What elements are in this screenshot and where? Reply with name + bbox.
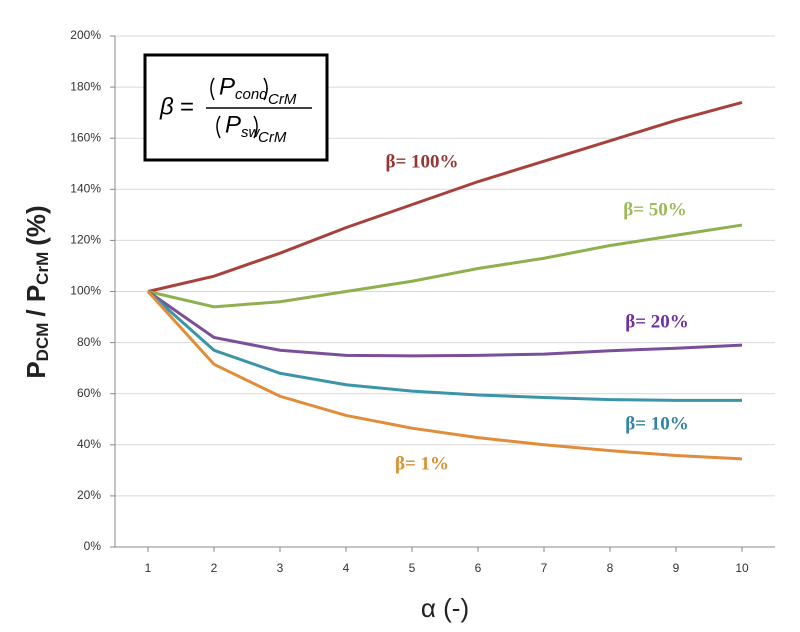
formula-eq: = — [180, 93, 194, 120]
x-tick-label: 2 — [211, 561, 218, 575]
y-label-part: (%) — [21, 205, 51, 245]
x-tick-label: 3 — [277, 561, 284, 575]
y-tick-label: 60% — [77, 386, 101, 400]
x-tick-label: 1 — [145, 561, 152, 575]
series-label: β= 100% — [385, 151, 458, 172]
formula-den-base: P — [225, 111, 241, 138]
y-tick-label: 40% — [77, 437, 101, 451]
x-tick-label: 8 — [607, 561, 614, 575]
series-label: β= 20% — [625, 311, 689, 332]
y-tick-label: 0% — [84, 539, 102, 553]
formula-box: β = P cond CrM P sw CrM — [143, 53, 329, 162]
x-tick-label: 5 — [409, 561, 416, 575]
y-tick-label: 100% — [70, 284, 101, 298]
paren — [216, 115, 258, 139]
y-tick-label: 200% — [70, 28, 101, 42]
x-axis-label: α (-) — [421, 593, 469, 623]
series-line — [147, 100, 743, 293]
formula-num-outer-sub: CrM — [268, 91, 297, 108]
y-label-part: / P — [21, 285, 51, 317]
y-tick-label: 80% — [77, 335, 101, 349]
y-axis-label: PDCM / PCrM (%) — [21, 205, 53, 378]
paren — [210, 77, 268, 101]
formula-den-outer-sub: CrM — [258, 129, 287, 146]
x-tick-label: 4 — [343, 561, 350, 575]
x-tick-label: 9 — [673, 561, 680, 575]
x-tick-label: 6 — [475, 561, 482, 575]
y-tick-label: 160% — [70, 130, 101, 144]
series-label: β= 1% — [395, 453, 449, 474]
y-tick-label: 20% — [77, 488, 101, 502]
x-tick-label: 7 — [541, 561, 548, 575]
formula-lhs: β — [159, 93, 174, 120]
y-label-part: CrM — [33, 252, 52, 285]
formula-num-base: P — [219, 73, 235, 100]
x-tick-label: 10 — [735, 561, 749, 575]
y-label-part: P — [21, 361, 51, 378]
series-line — [147, 290, 742, 402]
series-line — [147, 223, 743, 309]
series-label: β= 50% — [623, 199, 687, 220]
y-tick-label: 120% — [70, 233, 101, 247]
y-label-part: DCM — [33, 323, 52, 362]
formula-num-sub: cond — [235, 86, 268, 103]
series-line — [146, 290, 743, 461]
series-label: β= 10% — [625, 413, 689, 434]
y-tick-label: 140% — [70, 181, 101, 195]
formula-den-sub: sw — [241, 124, 261, 141]
y-tick-label: 180% — [70, 79, 101, 93]
series-line — [147, 290, 743, 358]
